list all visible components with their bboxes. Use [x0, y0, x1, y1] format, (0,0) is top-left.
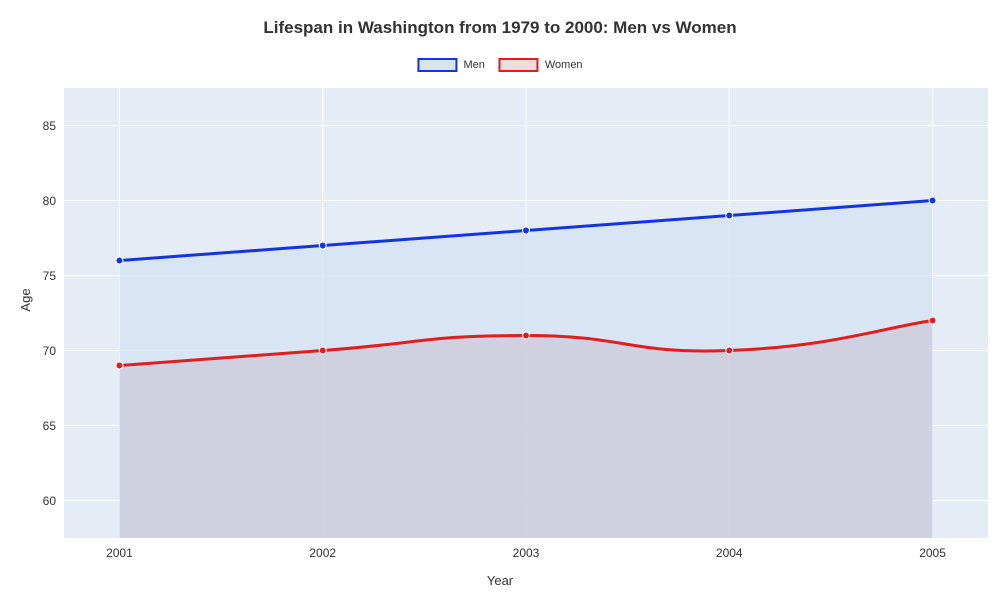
chart-container: Lifespan in Washington from 1979 to 2000… [0, 0, 1000, 600]
legend: Men Women [417, 58, 582, 72]
y-axis-title: Age [18, 288, 33, 311]
plot-svg [64, 88, 988, 538]
x-tick-label: 2003 [513, 546, 540, 560]
legend-swatch-women [499, 58, 539, 72]
x-tick-label: 2002 [309, 546, 336, 560]
legend-item-men[interactable]: Men [417, 58, 484, 72]
y-tick-label: 75 [43, 269, 56, 283]
plot-area [64, 88, 988, 538]
y-tick-label: 60 [43, 494, 56, 508]
y-tick-label: 80 [43, 194, 56, 208]
x-tick-label: 2005 [919, 546, 946, 560]
y-tick-label: 70 [43, 344, 56, 358]
legend-item-women[interactable]: Women [499, 58, 583, 72]
x-tick-label: 2004 [716, 546, 743, 560]
legend-label-men: Men [463, 59, 484, 71]
y-tick-label: 65 [43, 419, 56, 433]
y-tick-label: 85 [43, 119, 56, 133]
x-axis-title: Year [487, 573, 513, 588]
legend-swatch-men [417, 58, 457, 72]
chart-title: Lifespan in Washington from 1979 to 2000… [263, 18, 736, 38]
legend-label-women: Women [545, 59, 583, 71]
x-tick-label: 2001 [106, 546, 133, 560]
